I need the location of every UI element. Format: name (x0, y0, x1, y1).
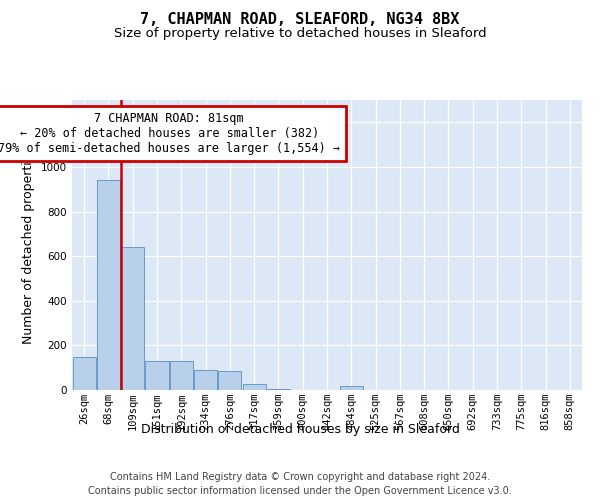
Text: Size of property relative to detached houses in Sleaford: Size of property relative to detached ho… (113, 28, 487, 40)
Bar (194, 370, 217, 390)
Bar (145, 361, 169, 390)
Text: 7 CHAPMAN ROAD: 81sqm
← 20% of detached houses are smaller (382)
79% of semi-det: 7 CHAPMAN ROAD: 81sqm ← 20% of detached … (0, 112, 340, 156)
Text: Contains HM Land Registry data © Crown copyright and database right 2024.: Contains HM Land Registry data © Crown c… (110, 472, 490, 482)
Text: 7, CHAPMAN ROAD, SLEAFORD, NG34 8BX: 7, CHAPMAN ROAD, SLEAFORD, NG34 8BX (140, 12, 460, 28)
Bar (97, 180, 120, 390)
Bar (242, 384, 266, 390)
Text: Contains public sector information licensed under the Open Government Licence v3: Contains public sector information licen… (88, 486, 512, 496)
Y-axis label: Number of detached properties: Number of detached properties (22, 146, 35, 344)
Bar (340, 386, 363, 390)
Bar (218, 371, 241, 390)
Bar (267, 389, 290, 390)
Bar (73, 356, 95, 390)
Text: Distribution of detached houses by size in Sleaford: Distribution of detached houses by size … (140, 422, 460, 436)
Bar (170, 361, 193, 390)
Bar (121, 247, 144, 390)
